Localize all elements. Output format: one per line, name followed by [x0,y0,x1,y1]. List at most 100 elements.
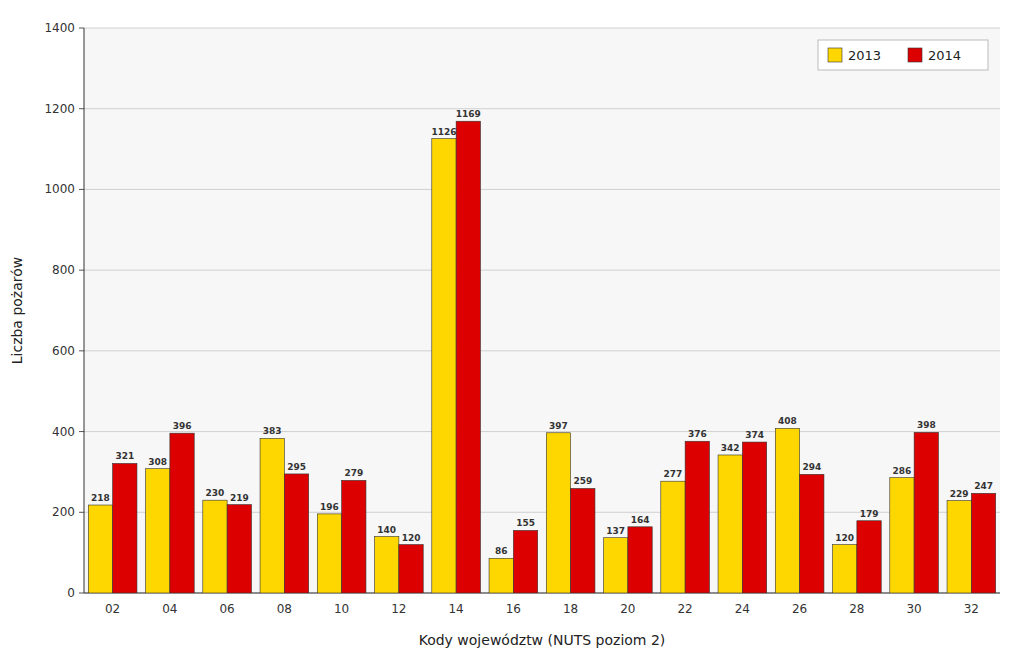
bar [604,538,628,593]
bar [227,505,251,593]
y-tick [79,431,84,432]
data-label: 1126 [431,127,456,137]
x-tick-label: 30 [906,602,921,616]
x-tick-label: 14 [448,602,463,616]
y-tick [79,108,84,109]
data-label: 86 [495,546,508,556]
y-tick-label: 600 [52,344,75,358]
grid-line [84,28,1000,29]
x-tick-label: 12 [391,602,406,616]
y-tick-label: 0 [67,586,75,600]
data-label: 295 [287,462,306,472]
bar [857,521,881,593]
grid-line [84,270,1000,271]
y-tick [79,350,84,351]
x-tick-label: 20 [620,602,635,616]
x-tick-label: 24 [735,602,750,616]
bar [546,433,570,593]
bar [800,474,824,593]
axes: 0200400600800100012001400020406081012141… [44,21,1000,616]
chart: 0200400600800100012001400020406081012141… [0,0,1024,667]
plot-background [84,28,1000,593]
y-axis-title: Liczba pożarów [9,257,25,365]
bar [113,463,137,593]
data-label: 1169 [456,109,481,119]
data-labels: 2183082303831961401126863971372773424081… [91,109,993,556]
grid [84,28,1000,593]
bar [489,558,513,593]
y-tick [79,28,84,29]
data-label: 308 [148,457,167,467]
y-tick-label: 800 [52,263,75,277]
data-label: 219 [230,493,249,503]
legend-swatch [828,48,842,62]
bar [571,488,595,593]
grid-line [84,431,1000,432]
legend-label: 2013 [848,48,881,63]
bar [146,469,170,593]
data-label: 279 [344,468,363,478]
data-label: 230 [206,488,225,498]
bar [456,121,480,593]
data-label: 196 [320,502,339,512]
y-axis-line [84,28,85,593]
bar [284,474,308,593]
data-label: 374 [745,430,764,440]
y-tick-label: 200 [52,505,75,519]
data-label: 286 [893,466,912,476]
data-label: 383 [263,426,282,436]
x-tick-label: 26 [792,602,807,616]
legend-label: 2014 [928,48,961,63]
data-label: 376 [688,429,707,439]
y-tick [79,270,84,271]
data-label: 247 [974,481,993,491]
x-axis-title: Kody województw (NUTS poziom 2) [419,632,666,648]
x-tick-label: 06 [219,602,234,616]
x-tick-label: 16 [506,602,521,616]
y-tick-label: 1400 [44,21,75,35]
bar [947,501,971,593]
bar [513,530,537,593]
legend-box [818,40,988,70]
data-label: 218 [91,493,110,503]
bar [432,139,456,593]
bar [833,545,857,593]
bar [742,442,766,593]
bar [914,432,938,593]
bar [317,514,341,593]
bar [775,428,799,593]
data-label: 259 [573,476,592,486]
data-label: 408 [778,416,797,426]
bar [342,480,366,593]
bar [260,438,284,593]
x-tick-label: 04 [162,602,177,616]
data-label: 164 [631,515,650,525]
data-label: 397 [549,421,568,431]
data-label: 277 [664,469,683,479]
y-tick-label: 1200 [44,102,75,116]
data-label: 229 [950,489,969,499]
x-tick-label: 28 [849,602,864,616]
bar [628,527,652,593]
legend-swatch [908,48,922,62]
bar [718,455,742,593]
bar [971,493,995,593]
data-label: 179 [860,509,879,519]
y-tick [79,189,84,190]
x-tick-label: 18 [563,602,578,616]
data-label: 120 [402,533,421,543]
y-tick [79,593,84,594]
legend: 2013 2014 [818,40,988,70]
data-label: 396 [173,421,192,431]
bars [88,121,995,593]
bar [375,537,399,594]
data-label: 120 [835,533,854,543]
data-label: 137 [606,526,625,536]
y-tick-label: 1000 [44,182,75,196]
grid-line [84,350,1000,351]
bar [88,505,112,593]
data-label: 342 [721,443,740,453]
x-tick-label: 08 [277,602,292,616]
bar [890,478,914,593]
y-tick-label: 400 [52,425,75,439]
